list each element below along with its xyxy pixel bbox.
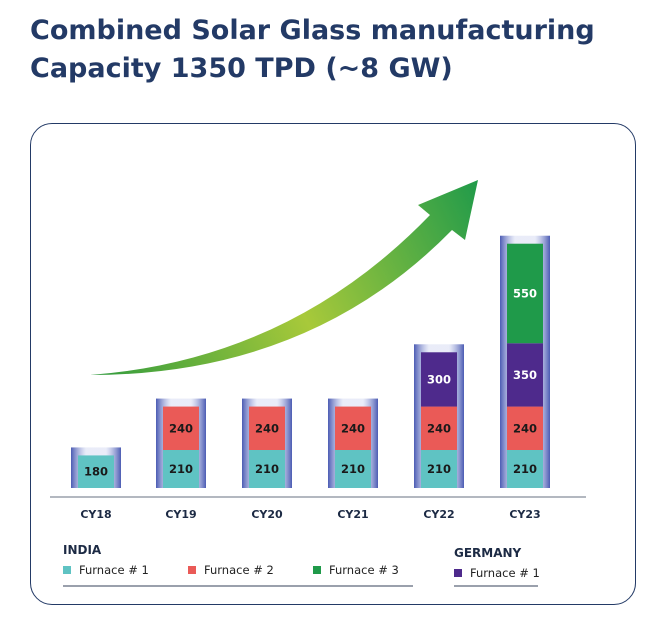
data-label: 180 [84,465,108,479]
legend-swatch [454,569,462,577]
legend-item-india-furnace-2: Furnace # 2 [188,563,274,577]
legend-label: Furnace # 3 [329,563,399,577]
bar-segment-cy21-1 [335,406,371,450]
legend-india-heading: INDIA [63,543,102,557]
legend-label: Furnace # 2 [204,563,274,577]
bar-segment-cy20-1 [249,406,285,450]
data-label: 350 [513,368,537,382]
bar-segment-cy21-0 [335,450,371,488]
bar-segment-cy23-3 [507,243,543,344]
x-tick-label: CY21 [337,508,368,521]
data-label: 210 [341,462,365,476]
legend-germany-rule [454,585,538,587]
x-tick-label: CY19 [165,508,196,521]
data-label: 210 [513,462,537,476]
bar-segment-cy20-0 [249,450,285,488]
x-tick-label: CY23 [509,508,540,521]
data-label: 210 [169,462,193,476]
trend-arrow [90,180,478,375]
bar-segment-cy22-2 [421,352,457,407]
data-label: 210 [427,462,451,476]
legend-item-india-furnace-1: Furnace # 1 [63,563,149,577]
page-title: Combined Solar Glass manufacturing Capac… [30,12,595,88]
data-label: 240 [513,421,537,435]
data-label: 240 [255,421,279,435]
bar-segment-cy18-0 [78,455,114,488]
legend-india-rule [63,585,413,587]
legend-swatch [313,566,321,574]
data-label: 240 [169,421,193,435]
data-label: 300 [427,372,451,386]
legend-label: Furnace # 1 [470,566,540,580]
bar-segment-cy23-1 [507,406,543,450]
x-tick-label: CY20 [251,508,283,521]
bar-segment-cy19-0 [163,450,199,488]
bar-segment-cy23-2 [507,343,543,407]
data-label: 240 [427,421,451,435]
bar-segment-cy22-0 [421,450,457,488]
x-tick-label: CY18 [80,508,111,521]
bar-segment-cy22-1 [421,406,457,450]
x-tick-label: CY22 [423,508,454,521]
title-line-2: Capacity 1350 TPD (~8 GW) [30,53,453,84]
data-label: 210 [255,462,279,476]
legend-label: Furnace # 1 [79,563,149,577]
bar-segment-cy23-0 [507,450,543,488]
legend-swatch [63,566,71,574]
bar-segment-cy19-1 [163,406,199,450]
chart-panel [30,123,636,605]
legend-swatch [188,566,196,574]
legend-germany-heading: GERMANY [454,546,522,560]
legend-item-germany-furnace-1: Furnace # 1 [454,566,540,580]
data-label: 550 [513,286,537,300]
legend-item-india-furnace-3: Furnace # 3 [313,563,399,577]
title-line-1: Combined Solar Glass manufacturing [30,15,595,46]
data-label: 240 [341,421,365,435]
